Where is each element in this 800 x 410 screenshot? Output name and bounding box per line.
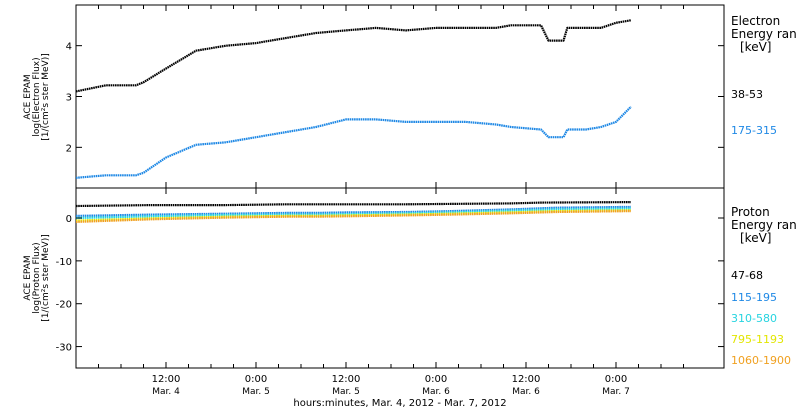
electron-ylabel-line1: ACE EPAM [23,74,33,119]
proton-legend-title-3: [keV] [740,231,771,245]
electron-y-tick-label: 2 [66,143,72,154]
proton-y-tick-label: 0 [66,214,72,225]
proton-legend-title-1: Proton [731,205,770,219]
electron-y-tick-label: 4 [66,42,72,53]
proton-legend-47-68: 47-68 [731,269,763,282]
proton-series-310-580 [75,207,632,220]
proton-legend-310-580: 310-580 [731,312,777,325]
bottom-panel-frame [75,187,725,369]
x-tick-date: Mar. 7 [602,387,630,397]
proton-y-tick-label: -20 [56,300,72,311]
electron-plot-area [75,19,632,179]
electron-legend-title-1: Electron [731,14,780,28]
electron-series-175-315 [75,105,632,179]
proton-y-tick-label: -30 [56,343,72,354]
x-tick-date: Mar. 6 [512,387,540,397]
proton-legend-115-195: 115-195 [731,291,777,304]
electron-y-axis: 2 3 4 [66,42,724,154]
x-tick-date: Mar. 5 [242,387,270,397]
proton-y-axis: -30 -20 -10 0 [56,214,724,354]
electron-legend-38-53: 38-53 [731,88,763,101]
proton-y-tick-label: -10 [56,257,72,268]
x-tick-time: 12:00 [152,374,181,385]
x-axis: 12:00 Mar. 4 0:00 Mar. 5 12:00 Mar. 5 0:00 Mar.… [98,5,684,397]
proton-plot-area [75,201,632,223]
electron-legend-title-2: Energy ran [731,27,797,41]
proton-series-1060-1900 [75,210,632,223]
electron-ylabel-line3: [1/(cm²s ster MeV)] [41,53,51,140]
proton-series-47-68 [75,201,632,208]
proton-ylabel-line3: [1/(cm²s ster MeV)] [41,234,51,321]
electron-y-tick-label: 3 [66,93,72,104]
x-tick-time: 0:00 [245,374,267,385]
proton-legend-title-2: Energy ran [731,218,797,232]
proton-ylabel-line2: log(Proton Flux) [32,242,42,313]
proton-ylabel-line1: ACE EPAM [23,255,33,300]
x-tick-date: Mar. 4 [152,387,180,397]
proton-legend-1060-1900: 1060-1900 [731,354,791,367]
electron-legend-175-315: 175-315 [731,124,777,137]
electron-legend-title-3: [keV] [740,40,771,54]
electron-series-38-53 [75,19,632,93]
x-tick-time: 12:00 [512,374,541,385]
proton-legend-795-1193: 795-1193 [731,333,784,346]
x-tick-date: Mar. 6 [422,387,450,397]
x-tick-time: 0:00 [605,374,627,385]
x-tick-date: Mar. 5 [332,387,360,397]
x-tick-time: 12:00 [332,374,361,385]
x-axis-title: hours:minutes, Mar. 4, 2012 - Mar. 7, 20… [293,398,506,409]
electron-ylabel-line2: log(Electron Flux) [32,57,42,136]
top-panel-frame [75,4,725,189]
x-tick-time: 0:00 [425,374,447,385]
proton-series-115-195 [75,205,632,217]
